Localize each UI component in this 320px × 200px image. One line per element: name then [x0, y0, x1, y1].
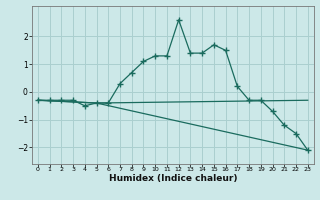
- X-axis label: Humidex (Indice chaleur): Humidex (Indice chaleur): [108, 174, 237, 183]
